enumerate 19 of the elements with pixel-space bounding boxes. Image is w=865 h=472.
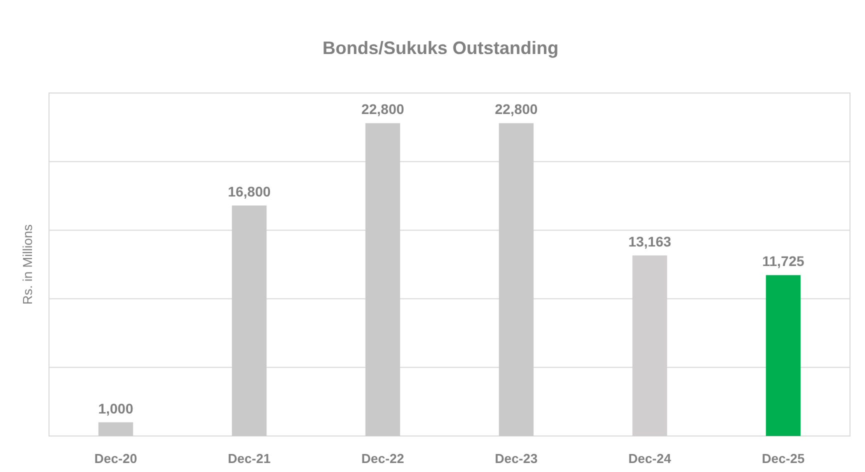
bar	[766, 275, 801, 436]
bar	[98, 422, 134, 436]
y-axis-title: Rs. in Millions	[20, 224, 35, 305]
bar	[498, 123, 534, 436]
bar	[365, 123, 400, 436]
x-tick-label: Dec-20	[94, 451, 138, 466]
data-label: 13,163	[628, 233, 672, 250]
x-tick-label: Dec-23	[494, 451, 538, 466]
data-label: 22,800	[361, 101, 404, 118]
x-tick-label: Dec-24	[628, 451, 672, 466]
data-label: 1,000	[98, 400, 134, 416]
x-tick-label: Dec-21	[228, 451, 271, 466]
chart-title: Bonds/Sukuks Outstanding	[322, 38, 559, 58]
x-tick-label: Dec-25	[762, 451, 805, 466]
x-tick-label: Dec-22	[361, 451, 404, 466]
data-label: 16,800	[228, 184, 271, 200]
data-label: 11,725	[762, 253, 804, 270]
bar	[232, 206, 267, 436]
data-label: 22,800	[494, 101, 538, 118]
